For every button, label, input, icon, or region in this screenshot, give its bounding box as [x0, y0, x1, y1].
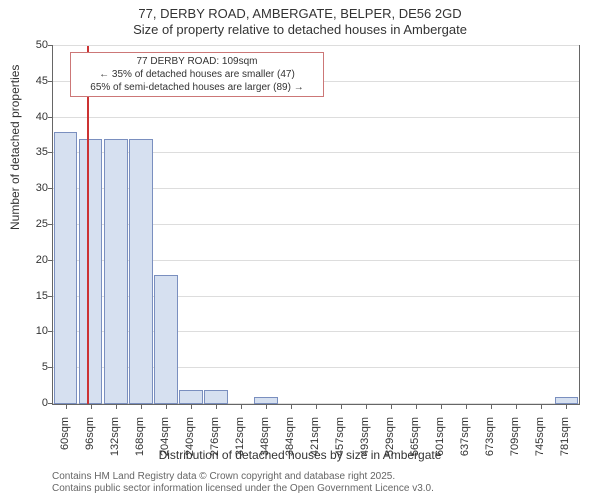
- ytick-mark: [48, 296, 53, 297]
- bar: [254, 397, 278, 404]
- xtick-mark: [216, 404, 217, 409]
- title-line1: 77, DERBY ROAD, AMBERGATE, BELPER, DE56 …: [0, 6, 600, 21]
- xtick-mark: [191, 404, 192, 409]
- bar: [104, 139, 128, 404]
- annotation-line3: 65% of semi-detached houses are larger (…: [77, 81, 317, 94]
- xtick-label: 709sqm: [509, 417, 521, 461]
- title-line2: Size of property relative to detached ho…: [0, 22, 600, 37]
- xtick-label: 132sqm: [109, 417, 121, 461]
- annotation-line2: ← 35% of detached houses are smaller (47…: [77, 68, 317, 81]
- ytick-mark: [48, 260, 53, 261]
- ytick-mark: [48, 403, 53, 404]
- xtick-label: 673sqm: [484, 417, 496, 461]
- xtick-label: 529sqm: [384, 417, 396, 461]
- ytick-label: 25: [20, 218, 48, 230]
- bar: [79, 139, 103, 404]
- xtick-mark: [491, 404, 492, 409]
- xtick-mark: [241, 404, 242, 409]
- ytick-mark: [48, 188, 53, 189]
- xtick-mark: [316, 404, 317, 409]
- ytick-label: 20: [20, 254, 48, 266]
- xtick-mark: [341, 404, 342, 409]
- xtick-label: 240sqm: [184, 417, 196, 461]
- xtick-mark: [541, 404, 542, 409]
- xtick-mark: [516, 404, 517, 409]
- xtick-label: 276sqm: [209, 417, 221, 461]
- ytick-label: 35: [20, 146, 48, 158]
- ytick-label: 50: [20, 39, 48, 51]
- marker-line: [87, 46, 89, 404]
- chart-container: 77, DERBY ROAD, AMBERGATE, BELPER, DE56 …: [0, 0, 600, 500]
- gridline: [53, 117, 579, 118]
- xtick-mark: [566, 404, 567, 409]
- xtick-label: 421sqm: [309, 417, 321, 461]
- ytick-label: 45: [20, 75, 48, 87]
- bar: [179, 390, 203, 404]
- xtick-label: 384sqm: [284, 417, 296, 461]
- xtick-mark: [91, 404, 92, 409]
- xtick-mark: [366, 404, 367, 409]
- xtick-mark: [291, 404, 292, 409]
- xtick-label: 348sqm: [259, 417, 271, 461]
- ytick-label: 10: [20, 325, 48, 337]
- annotation-box: 77 DERBY ROAD: 109sqm ← 35% of detached …: [70, 52, 324, 97]
- plot-area: [52, 45, 580, 405]
- bar: [555, 397, 579, 404]
- xtick-label: 781sqm: [559, 417, 571, 461]
- xtick-label: 312sqm: [234, 417, 246, 461]
- ytick-label: 0: [20, 397, 48, 409]
- xtick-mark: [116, 404, 117, 409]
- ytick-mark: [48, 331, 53, 332]
- xtick-label: 637sqm: [459, 417, 471, 461]
- xtick-label: 96sqm: [84, 417, 96, 461]
- ytick-label: 15: [20, 290, 48, 302]
- footer-line2: Contains public sector information licen…: [52, 483, 434, 494]
- xtick-mark: [141, 404, 142, 409]
- ytick-mark: [48, 117, 53, 118]
- xtick-label: 745sqm: [534, 417, 546, 461]
- bar: [129, 139, 153, 404]
- xtick-mark: [66, 404, 67, 409]
- xtick-mark: [391, 404, 392, 409]
- ytick-label: 40: [20, 111, 48, 123]
- xtick-label: 601sqm: [434, 417, 446, 461]
- xtick-label: 565sqm: [409, 417, 421, 461]
- xtick-label: 168sqm: [134, 417, 146, 461]
- xtick-mark: [441, 404, 442, 409]
- xtick-label: 457sqm: [334, 417, 346, 461]
- bar: [54, 132, 78, 404]
- ytick-mark: [48, 45, 53, 46]
- ytick-mark: [48, 367, 53, 368]
- xtick-mark: [166, 404, 167, 409]
- xtick-mark: [266, 404, 267, 409]
- ytick-label: 5: [20, 361, 48, 373]
- ytick-mark: [48, 152, 53, 153]
- annotation-line1: 77 DERBY ROAD: 109sqm: [77, 55, 317, 68]
- ytick-mark: [48, 81, 53, 82]
- xtick-mark: [416, 404, 417, 409]
- xtick-label: 493sqm: [359, 417, 371, 461]
- footer-line1: Contains HM Land Registry data © Crown c…: [52, 471, 395, 482]
- ytick-label: 30: [20, 182, 48, 194]
- xtick-mark: [466, 404, 467, 409]
- gridline: [53, 45, 579, 46]
- bar: [204, 390, 228, 404]
- bar: [154, 275, 178, 404]
- xtick-label: 204sqm: [159, 417, 171, 461]
- xtick-label: 60sqm: [59, 417, 71, 461]
- ytick-mark: [48, 224, 53, 225]
